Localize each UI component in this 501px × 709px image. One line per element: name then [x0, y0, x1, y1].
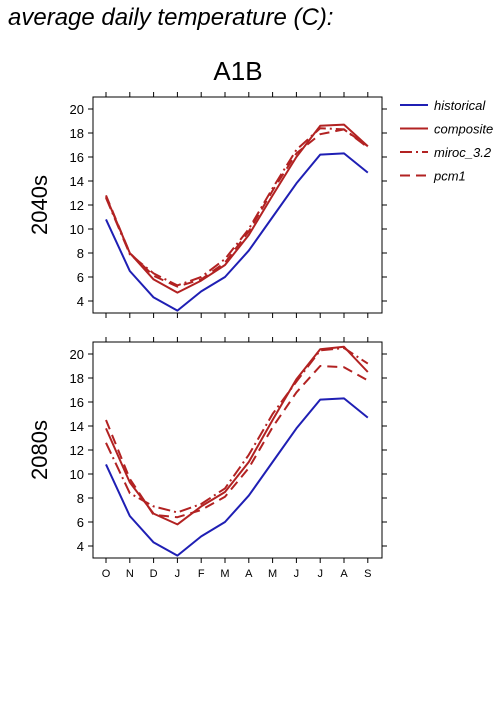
y-tick-label: 18 [70, 126, 84, 141]
y-tick-label: 20 [70, 102, 84, 117]
series-line-composite-2040s [105, 123, 369, 294]
y-tick-label: 4 [77, 294, 84, 309]
x-tick-label: F [198, 568, 205, 580]
x-tick-label: A [340, 568, 348, 580]
x-tick-label: O [102, 568, 111, 580]
plot-frame-2080s [92, 341, 383, 559]
y-tick-label: 6 [77, 270, 84, 285]
x-tick-label: J [317, 568, 323, 580]
x-tick-label: N [126, 568, 134, 580]
series-line-miroc_3.2-2040s [105, 127, 369, 287]
legend-label-miroc_3.2: miroc_3.2 [434, 145, 492, 160]
series-line-pcm1-2080s [105, 365, 369, 519]
x-tick-label: M [268, 568, 277, 580]
series-line-composite-2080s [105, 345, 369, 526]
series-line-miroc_3.2-2080s [105, 347, 369, 514]
y-tick-label: 16 [70, 150, 84, 165]
legend-label-composite: composite [434, 122, 493, 137]
x-tick-label: S [364, 568, 371, 580]
y-tick-label: 12 [70, 198, 84, 213]
x-tick-label: A [245, 568, 253, 580]
y-tick-label: 14 [70, 174, 84, 189]
panel-label-2080s: 2080s [27, 420, 52, 480]
y-tick-label: 20 [70, 347, 84, 362]
x-tick-label: M [220, 568, 229, 580]
panel-label-2040s: 2040s [27, 175, 52, 235]
x-tick-label: J [175, 568, 181, 580]
y-tick-label: 14 [70, 419, 84, 434]
series-line-historical-2080s [105, 397, 369, 557]
x-tick-label: D [150, 568, 158, 580]
y-tick-label: 16 [70, 395, 84, 410]
series-line-pcm1-2040s [105, 128, 369, 288]
y-tick-label: 10 [70, 467, 84, 482]
y-tick-label: 10 [70, 222, 84, 237]
y-tick-label: 18 [70, 371, 84, 386]
y-tick-label: 4 [77, 539, 84, 554]
page-title: average daily temperature (C): [8, 4, 334, 31]
y-tick-label: 8 [77, 246, 84, 261]
y-tick-label: 8 [77, 491, 84, 506]
x-tick-label: J [294, 568, 300, 580]
legend-label-historical: historical [434, 98, 486, 113]
y-tick-label: 12 [70, 443, 84, 458]
series-line-historical-2040s [105, 152, 369, 312]
legend-label-pcm1: pcm1 [433, 169, 466, 184]
chart-title: A1B [213, 56, 262, 86]
y-tick-label: 6 [77, 515, 84, 530]
